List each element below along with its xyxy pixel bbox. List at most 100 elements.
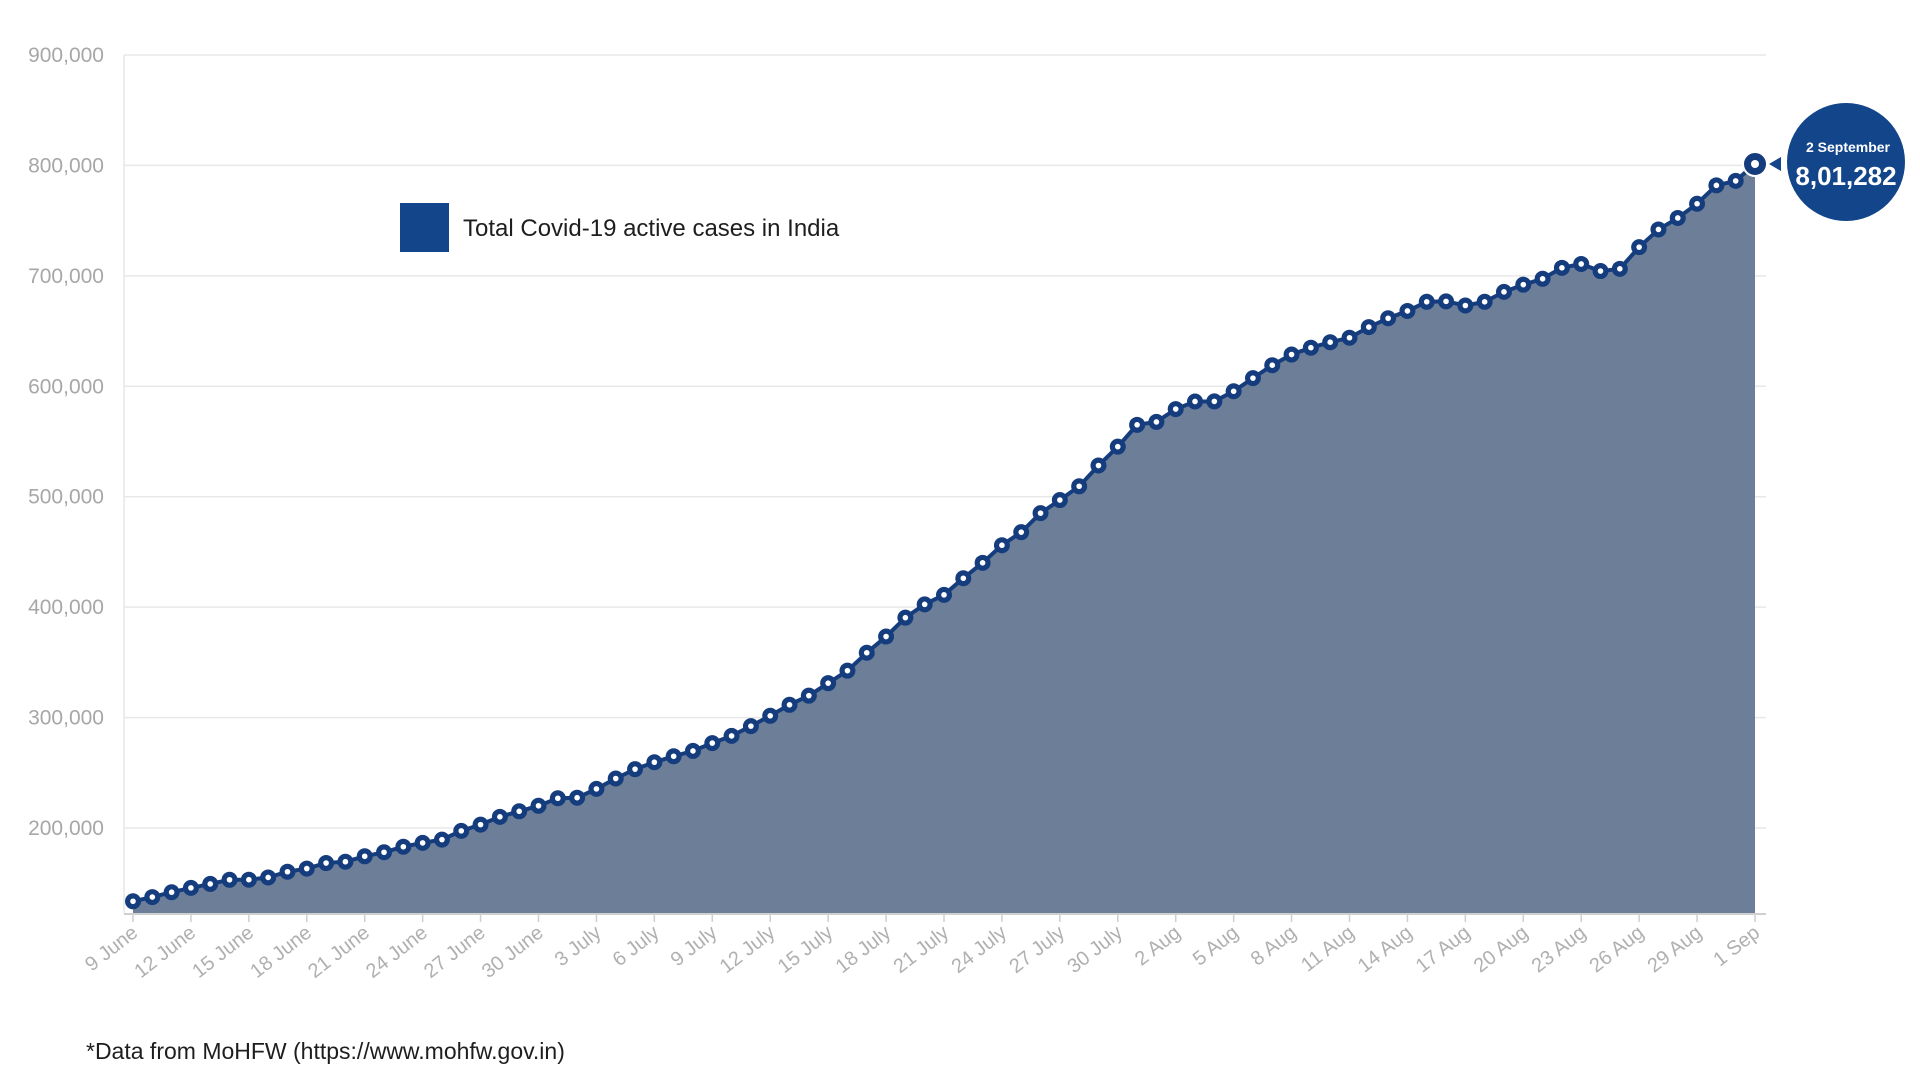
- marker-center: [1327, 339, 1333, 345]
- x-tick-label: 15 July: [774, 922, 837, 978]
- marker-center: [303, 865, 310, 872]
- data-point: [453, 822, 470, 839]
- data-point: [1244, 370, 1261, 387]
- y-tick-label: 700,000: [28, 265, 104, 288]
- data-point: [1051, 492, 1068, 509]
- x-tick-label: 27 June: [420, 922, 490, 983]
- callout-circle: [1787, 103, 1905, 221]
- data-point: [878, 628, 895, 645]
- marker-center: [1636, 244, 1642, 250]
- x-tick-label: 3 July: [551, 922, 606, 972]
- marker-center: [1057, 497, 1063, 503]
- marker-center: [1346, 334, 1353, 341]
- data-point: [569, 789, 586, 806]
- data-point: [1341, 329, 1358, 346]
- marker-center: [419, 840, 426, 846]
- marker-center: [767, 712, 774, 719]
- marker-center: [1076, 483, 1082, 490]
- data-point: [781, 696, 798, 713]
- marker-center: [1423, 298, 1430, 305]
- data-point: [1206, 393, 1223, 410]
- data-point: [936, 586, 952, 603]
- data-point: [1727, 172, 1744, 189]
- y-tick-label: 200,000: [28, 817, 104, 840]
- marker-center: [999, 542, 1005, 549]
- marker-center: [883, 633, 889, 640]
- marker-center: [1172, 406, 1179, 412]
- data-point: [279, 863, 296, 880]
- x-tick-label: 8 Aug: [1247, 922, 1301, 971]
- marker-center: [458, 828, 465, 834]
- x-tick-label: 30 July: [1063, 922, 1126, 978]
- marker-center: [1134, 422, 1140, 428]
- marker-center: [1308, 344, 1314, 351]
- data-point: [800, 687, 817, 704]
- data-point: [742, 718, 759, 735]
- data-point: [704, 735, 721, 752]
- data-source-footnote: *Data from MoHFW (https://www.mohfw.gov.…: [86, 1038, 565, 1064]
- marker-center: [1713, 182, 1720, 189]
- x-tick-label: 1 Sep: [1709, 922, 1764, 972]
- x-tick-label: 12 July: [716, 922, 779, 978]
- x-tick-label: 2 Aug: [1131, 922, 1185, 971]
- data-point: [1495, 283, 1512, 300]
- data-point: [1689, 195, 1706, 212]
- marker-center: [381, 849, 387, 856]
- data-point: [1264, 357, 1281, 374]
- x-tick-label: 5 Aug: [1189, 922, 1243, 971]
- data-point: [1225, 383, 1242, 400]
- data-point: [472, 816, 489, 833]
- marker-center: [1385, 315, 1391, 322]
- marker-center: [651, 759, 658, 766]
- x-tick-label: 18 July: [832, 922, 895, 978]
- data-point: [395, 838, 412, 855]
- marker-center: [863, 649, 870, 656]
- data-point: [1708, 177, 1725, 194]
- x-tick-label: 18 June: [246, 922, 316, 983]
- data-point: [1302, 339, 1319, 356]
- marker-center: [1559, 265, 1565, 271]
- marker-center: [1462, 302, 1469, 309]
- data-point: [762, 707, 779, 724]
- marker-center: [1501, 289, 1507, 295]
- data-point: [549, 790, 566, 807]
- data-point: [993, 537, 1010, 554]
- marker-center: [941, 592, 947, 598]
- marker-center: [246, 876, 252, 883]
- marker-center: [1539, 276, 1546, 282]
- data-point-latest: [1742, 151, 1768, 178]
- y-axis-ticks: 200,000 300,000 400,000 500,000 600,000 700,0…: [28, 44, 104, 840]
- latest-value-callout: 2 September 8,01,282: [1769, 103, 1905, 221]
- marker-center: [188, 885, 194, 891]
- marker-center: [728, 733, 735, 739]
- marker-center: [1443, 298, 1449, 305]
- marker-center: [439, 836, 445, 843]
- marker-center: [265, 874, 271, 881]
- x-tick-label: 20 Aug: [1470, 922, 1533, 978]
- x-tick-label: 27 July: [1005, 922, 1068, 978]
- data-point: [839, 662, 856, 679]
- marker-center: [361, 853, 368, 860]
- data-point: [511, 803, 528, 820]
- data-point: [1399, 302, 1416, 319]
- data-point: [1283, 346, 1300, 363]
- data-point: [1669, 209, 1686, 226]
- data-point: [260, 869, 277, 886]
- marker-center: [1617, 266, 1623, 272]
- x-tick-label: 11 Aug: [1297, 922, 1358, 977]
- x-tick-label: 23 Aug: [1528, 922, 1591, 978]
- x-tick-label: 6 July: [609, 922, 664, 972]
- marker-center: [477, 821, 484, 828]
- y-tick-label: 300,000: [28, 707, 104, 730]
- x-tick-label: 26 Aug: [1586, 922, 1649, 978]
- x-tick-label: 30 June: [478, 922, 548, 983]
- marker-center: [670, 753, 677, 760]
- data-point: [414, 834, 431, 851]
- x-tick-label: 24 July: [948, 922, 1011, 978]
- marker-center: [535, 802, 542, 809]
- data-point: [1611, 260, 1628, 277]
- data-point: [1187, 393, 1204, 410]
- data-point: [588, 780, 605, 797]
- marker-center: [400, 843, 407, 850]
